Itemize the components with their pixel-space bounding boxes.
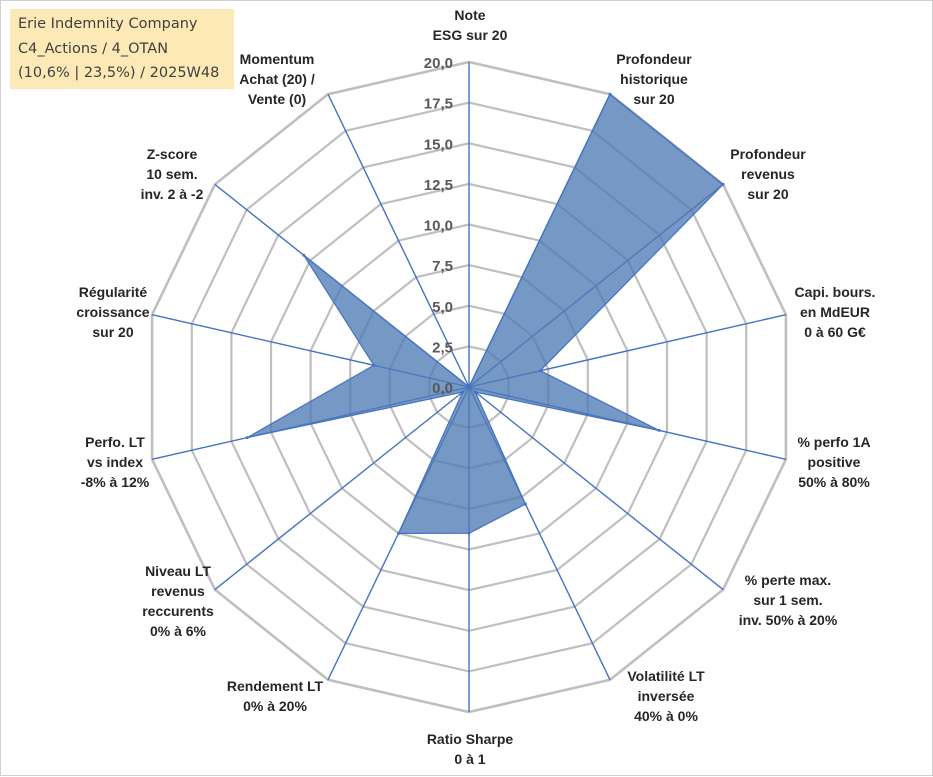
data-point (657, 428, 661, 432)
axis-label-line: % perte max. (744, 572, 832, 588)
axis-label: Volatilité LT inversée 40% à 0% (627, 666, 704, 726)
radar-tick-labels: 0,0 2,5 5,0 7,5 10,0 12,5 15,0 17,5 20,0 (424, 55, 453, 397)
axis-label-line: Rendement LT (226, 678, 324, 694)
axis-label-line: sur 20 (633, 91, 675, 107)
axis-label: Perfo. LT vs index -8% à 12% (81, 432, 149, 492)
axis-label-line: 0% à 20% (243, 698, 307, 714)
tick-label: 7,5 (432, 258, 453, 275)
tick-label: 15,0 (424, 136, 453, 153)
axis-label-line: Perfo. LT (85, 434, 145, 450)
title-line-company: Erie Indemnity Company (18, 16, 198, 32)
axis-label-line: 0% à 6% (149, 623, 207, 639)
tick-label: 10,0 (424, 218, 453, 235)
axis-label-line: Note (454, 7, 486, 23)
axis-label: Momentum Achat (20) / Vente (0) (239, 49, 314, 109)
axis-label-line: Volatilité LT (627, 668, 705, 684)
axis-label-line: inversée (637, 688, 695, 704)
axis-label-line: sur 20 (92, 324, 134, 340)
axis-label: Niveau LT revenus reccurents 0% à 6% (142, 561, 214, 641)
axis-spoke (214, 386, 470, 591)
axis-label-line: croissance (76, 304, 150, 320)
axis-label-line: Momentum (239, 51, 315, 67)
axis-label: Ratio Sharpe 0 à 1 (427, 729, 513, 769)
axis-label-line: Profondeur (616, 51, 692, 67)
tick-label: 0,0 (432, 380, 453, 397)
axis-label-line: Niveau LT (145, 563, 211, 579)
axis-label-line: ESG sur 20 (432, 27, 508, 43)
axis-label: % perfo 1A positive 50% à 80% (797, 432, 870, 492)
title-line-category: C4_Actions / 4_OTAN (18, 40, 169, 57)
axis-label-line: Régularité (78, 284, 148, 300)
axis-label-line: Vente (0) (247, 91, 307, 107)
axis-label-line: revenus (741, 166, 795, 182)
axis-label-line: -8% à 12% (80, 474, 150, 490)
data-point (608, 92, 612, 96)
data-point (523, 502, 527, 506)
axis-label: Rendement LT 0% à 20% (227, 676, 323, 716)
axis-label-line: 10 sem. (146, 166, 198, 182)
data-point (245, 436, 249, 440)
tick-label: 20,0 (424, 55, 453, 72)
data-point (467, 385, 471, 389)
axis-label-line: positive (807, 454, 861, 470)
data-point (467, 531, 471, 535)
axis-label: Profondeur revenus sur 20 (730, 144, 805, 204)
data-point (397, 531, 400, 535)
axis-label: Régularité croissance sur 20 (76, 282, 149, 342)
axis-label-line: inv. 2 à -2 (140, 186, 204, 202)
data-point (538, 369, 542, 373)
tick-label: 17,5 (424, 96, 453, 113)
axis-label-line: % perfo 1A (797, 434, 871, 450)
chart-title-box: Erie Indemnity Company C4_Actions / 4_OT… (10, 9, 234, 89)
axis-label-line: vs index (86, 454, 144, 470)
data-point (721, 182, 725, 186)
axis-label-line: revenus (151, 583, 205, 599)
axis-label: Note ESG sur 20 (433, 5, 508, 45)
tick-label: 2,5 (432, 339, 453, 356)
tick-label: 12,5 (424, 177, 453, 194)
axis-label: Z-score 10 sem. inv. 2 à -2 (141, 144, 204, 204)
axis-label-line: en MdEUR (800, 304, 870, 320)
axis-label: Capi. bours. en MdEUR 0 à 60 G€ (795, 282, 876, 342)
axis-label-line: 40% à 0% (634, 708, 698, 724)
axis-label-line: historique (620, 71, 688, 87)
data-point (302, 253, 306, 257)
tick-label: 5,0 (432, 299, 453, 316)
data-point (372, 363, 376, 367)
series-area (246, 93, 724, 535)
data-point (461, 390, 465, 394)
axis-label-line: sur 20 (747, 186, 789, 202)
axis-label-line: Achat (20) / (239, 71, 315, 87)
data-point (473, 390, 477, 394)
axis-label-line: 0 à 1 (454, 751, 486, 767)
axis-label-line: 50% à 80% (798, 474, 870, 490)
axis-label-line: reccurents (142, 603, 214, 619)
axis-label: Profondeur historique sur 20 (616, 49, 691, 109)
axis-label-line: Capi. bours. (794, 284, 876, 300)
axis-label-line: 0 à 60 G€ (804, 324, 866, 340)
axis-label-line: Ratio Sharpe (426, 731, 514, 747)
axis-label-line: Z-score (146, 146, 198, 162)
title-line-stats: (10,6% | 23,5%) / 2025W48 (18, 65, 220, 81)
axis-label-line: inv. 50% à 20% (738, 612, 838, 628)
axis-label-line: sur 1 sem. (753, 592, 823, 608)
axis-spoke (327, 93, 470, 388)
axis-label: % perte max. sur 1 sem. inv. 50% à 20% (739, 570, 838, 630)
axis-spoke (468, 386, 724, 591)
axis-label-line: Profondeur (730, 146, 806, 162)
radar-series-area (245, 92, 725, 535)
